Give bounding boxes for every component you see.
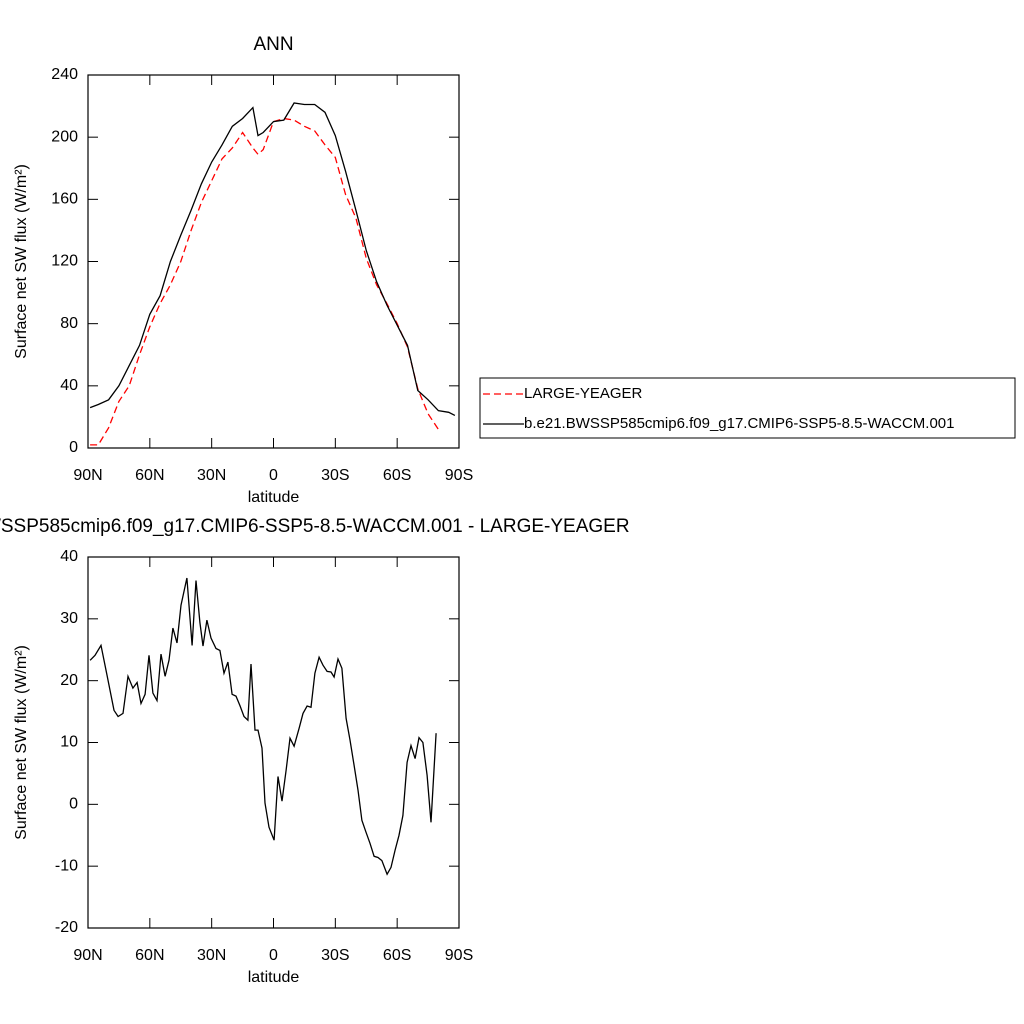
x-tick-label: 90S <box>445 947 473 964</box>
y-tick-label: 80 <box>60 315 78 332</box>
x-tick-label: 30N <box>197 467 226 484</box>
y-axis-label: Surface net SW flux (W/m²) <box>13 164 30 359</box>
y-axis-label: Surface net SW flux (W/m²) <box>13 645 30 840</box>
y-tick-label: 10 <box>60 734 78 751</box>
x-tick-label: 0 <box>269 947 278 964</box>
y-tick-label: 40 <box>60 548 78 565</box>
x-axis-label: latitude <box>248 489 300 506</box>
plot-frame <box>87 556 460 929</box>
y-tick-label: 240 <box>51 66 78 83</box>
y-tick-label: 40 <box>60 377 78 394</box>
y-tick-label: 0 <box>69 796 78 813</box>
x-tick-label: 60S <box>383 947 411 964</box>
y-tick-label: -10 <box>55 857 78 874</box>
x-tick-label: 60N <box>135 947 164 964</box>
x-tick-label: 30S <box>321 947 349 964</box>
legend-label: LARGE-YEAGER <box>524 385 643 402</box>
x-tick-label: 30S <box>321 467 349 484</box>
x-tick-label: 0 <box>269 467 278 484</box>
legend-label: b.e21.BWSSP585cmip6.f09_g17.CMIP6-SSP5-8… <box>524 415 954 432</box>
x-tick-label: 60N <box>135 467 164 484</box>
chart-title: ANN <box>253 34 293 55</box>
plot-frame <box>87 74 460 449</box>
y-tick-label: 120 <box>51 253 78 270</box>
y-tick-label: 0 <box>69 439 78 456</box>
y-tick-label: 20 <box>60 672 78 689</box>
legend-box <box>479 377 1016 439</box>
y-tick-label: 200 <box>51 128 78 145</box>
x-tick-label: 90S <box>445 467 473 484</box>
data-line <box>89 102 456 416</box>
chart-title: b.e21.BWSSP585cmip6.f09_g17.CMIP6-SSP5-8… <box>0 516 630 537</box>
data-line <box>89 577 437 876</box>
x-tick-label: 60S <box>383 467 411 484</box>
x-tick-label: 90N <box>73 947 102 964</box>
x-tick-label: 30N <box>197 947 226 964</box>
x-tick-label: 90N <box>73 467 102 484</box>
y-tick-label: 30 <box>60 610 78 627</box>
data-line <box>90 117 439 446</box>
y-tick-label: -20 <box>55 919 78 936</box>
x-axis-label: latitude <box>248 969 300 986</box>
y-tick-label: 160 <box>51 191 78 208</box>
